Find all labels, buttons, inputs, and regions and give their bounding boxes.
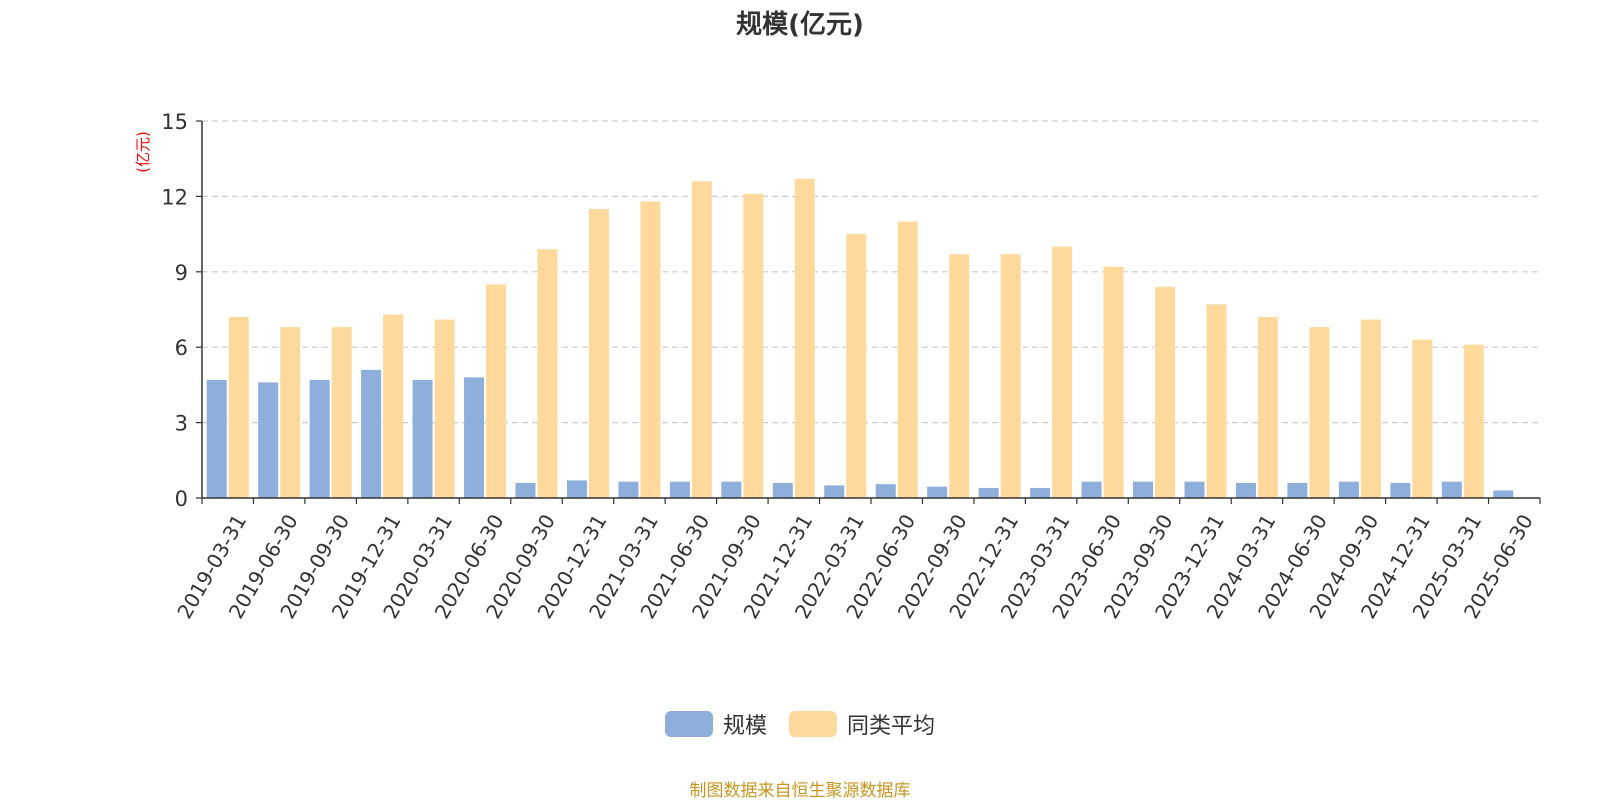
bar-scale (1493, 490, 1514, 498)
bar-scale (515, 482, 536, 498)
bar-peer-average (640, 201, 661, 498)
bar-scale (1287, 482, 1308, 498)
y-tick-label: 0 (175, 487, 188, 511)
bar-scale (361, 369, 382, 498)
bar-scale (875, 484, 896, 498)
legend-item-scale[interactable]: 规模 (664, 708, 767, 740)
bar-scale (258, 382, 279, 498)
bars (206, 178, 1514, 499)
legend-swatch-scale (664, 711, 713, 737)
bar-scale (1338, 481, 1359, 498)
bar-peer-average (1360, 319, 1381, 498)
bar-peer-average (434, 319, 455, 498)
bar-peer-average (1257, 317, 1278, 498)
bar-peer-average (897, 221, 918, 499)
bar-peer-average (537, 249, 558, 498)
bar-peer-average (846, 234, 867, 498)
y-tick-label: 6 (175, 336, 188, 360)
bar-scale (824, 485, 845, 498)
bar-scale (1184, 481, 1205, 498)
bar-scale (772, 482, 793, 498)
bar-scale (566, 480, 587, 498)
bar-peer-average (1155, 286, 1176, 498)
bar-peer-average (1052, 246, 1073, 498)
legend-label-scale: 规模 (722, 714, 767, 739)
bar-scale (1030, 487, 1051, 498)
bar-scale (309, 379, 330, 498)
bar-peer-average (1000, 254, 1021, 498)
bar-peer-average (280, 327, 301, 498)
bar-peer-average (1463, 344, 1484, 498)
bar-scale (1441, 481, 1462, 498)
bar-scale (618, 481, 639, 498)
bar-peer-average (1103, 266, 1124, 498)
y-tick-label: 12 (161, 185, 188, 209)
bar-scale (1133, 481, 1154, 498)
y-axis-unit-label: (亿元) (134, 131, 152, 173)
legend: 规模 同类平均 (0, 708, 1600, 740)
bar-peer-average (588, 208, 609, 498)
bar-scale (464, 377, 485, 498)
legend-item-peer-average[interactable]: 同类平均 (789, 708, 935, 740)
svg-text:(亿元): (亿元) (134, 131, 152, 173)
bar-peer-average (794, 178, 815, 498)
chart-title: 规模(亿元) (736, 10, 864, 40)
y-tick-label: 9 (175, 261, 188, 285)
y-tick-label: 15 (161, 110, 188, 134)
bar-scale (1390, 482, 1411, 498)
bar-scale (206, 379, 227, 498)
bar-peer-average (691, 181, 712, 498)
legend-label-peer-average: 同类平均 (847, 714, 936, 739)
bar-scale (927, 486, 948, 498)
bar-scale (1235, 482, 1256, 498)
bar-peer-average (949, 254, 970, 498)
legend-swatch-peer-average (789, 711, 837, 737)
bar-scale (669, 481, 690, 498)
bar-peer-average (1412, 339, 1433, 498)
bar-peer-average (331, 327, 352, 498)
bar-scale (412, 379, 433, 498)
bar-peer-average (743, 193, 764, 499)
bar-scale (721, 481, 742, 498)
bar-scale (1081, 481, 1102, 498)
y-tick-label: 3 (175, 412, 188, 436)
bar-peer-average (228, 317, 249, 498)
bar-peer-average (486, 284, 507, 498)
bar-peer-average (1309, 327, 1330, 498)
bar-scale (978, 487, 999, 498)
bar-chart: 036912152019-03-312019-06-302019-09-3020… (161, 110, 1541, 623)
source-note: 制图数据来自恒生聚源数据库 (689, 781, 911, 801)
bar-peer-average (1206, 304, 1227, 498)
bar-peer-average (383, 314, 404, 498)
